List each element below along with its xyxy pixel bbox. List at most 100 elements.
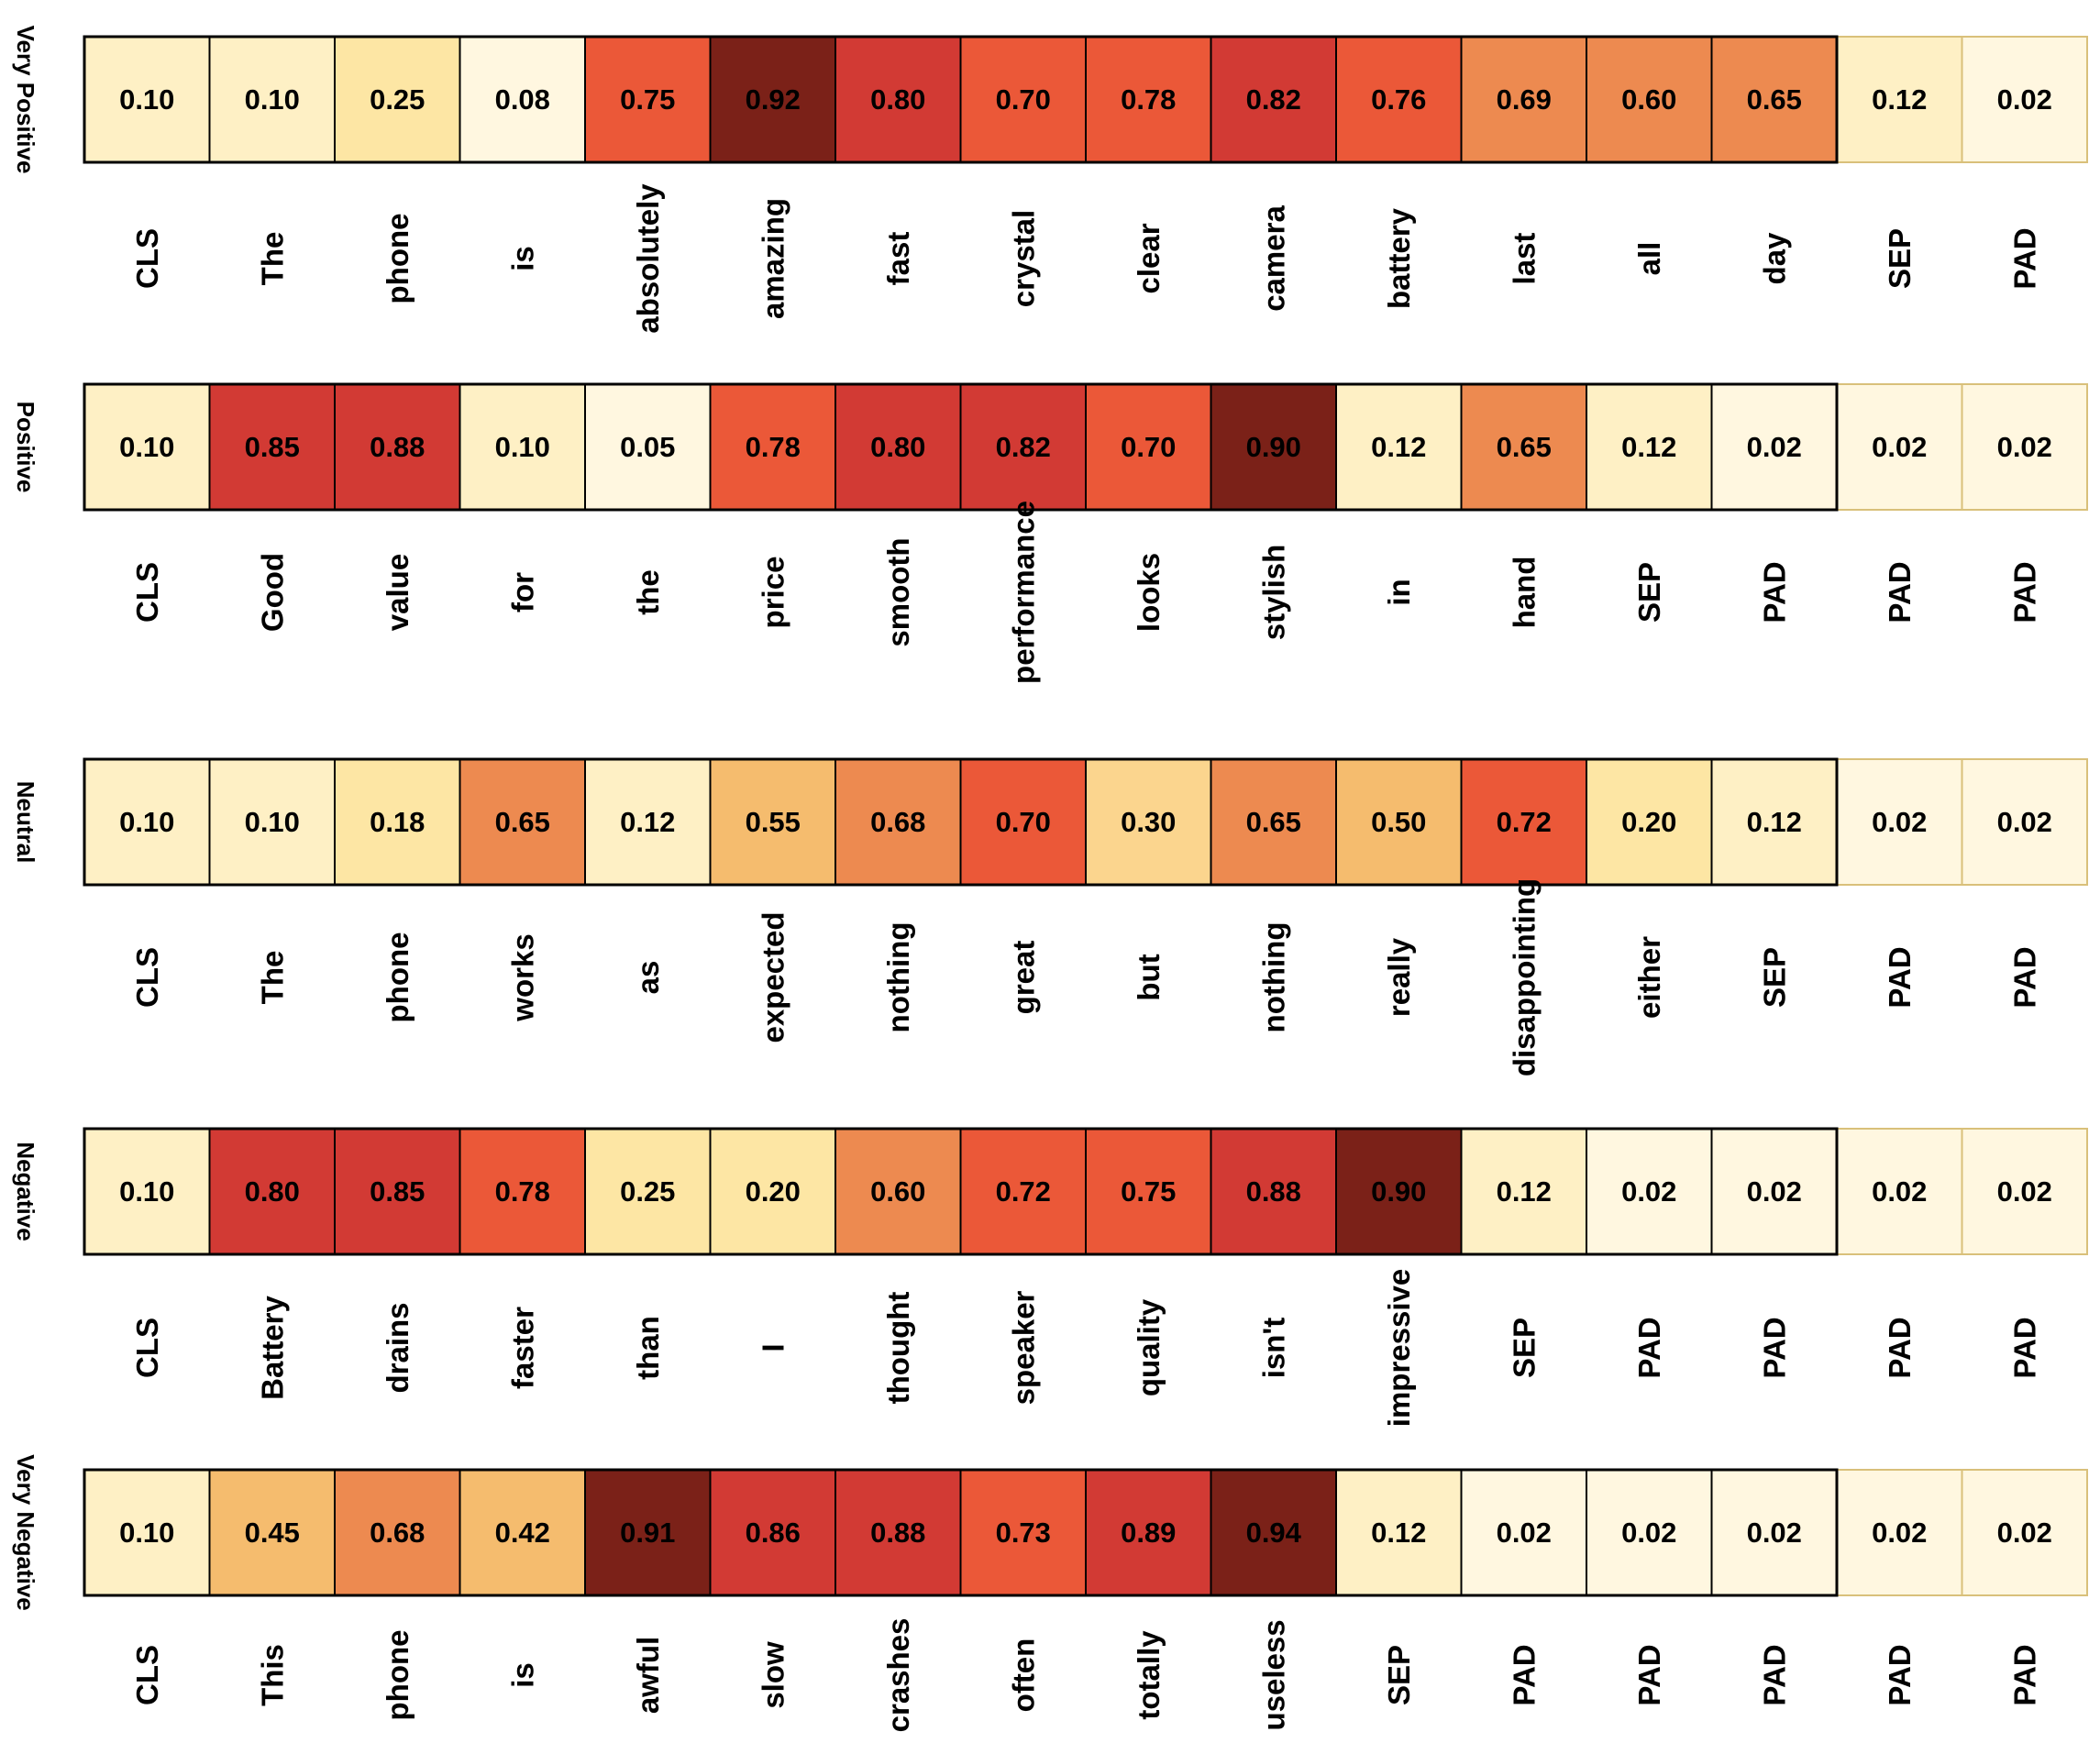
token-label: nothing: [1256, 922, 1290, 1033]
token-label: I: [756, 1343, 790, 1351]
cell-value-label: 0.60: [1621, 83, 1676, 116]
cell-value-label: 0.02: [1997, 806, 2052, 838]
cell-value-label: 0.65: [1246, 806, 1301, 838]
token-label: really: [1382, 937, 1416, 1017]
token-label: PAD: [1883, 561, 1917, 623]
heatmap-cell: [459, 1469, 586, 1596]
token-label: This: [255, 1644, 289, 1706]
token-label: CLS: [130, 1318, 164, 1378]
cell-value-label: 0.70: [1121, 431, 1176, 463]
cell-value-label: 0.12: [1371, 431, 1426, 463]
token-label: speaker: [1006, 1290, 1040, 1405]
token-label: is: [505, 1662, 539, 1688]
heatmap-cell: [959, 383, 1087, 511]
token-label: The: [255, 951, 289, 1005]
token-label: disappointing: [1507, 878, 1541, 1076]
token-label: in: [1382, 579, 1416, 605]
cell-value-label: 0.80: [870, 431, 925, 463]
token-label: often: [1006, 1638, 1040, 1713]
heatmap-cell: [459, 36, 586, 163]
token-label: impressive: [1382, 1269, 1416, 1427]
cell-value-label: 0.72: [996, 1175, 1051, 1208]
token-label: hand: [1507, 557, 1541, 629]
cell-value-label: 0.02: [1997, 83, 2052, 116]
heatmap-cell: [1836, 758, 1963, 886]
cell-value-label: 0.80: [870, 83, 925, 116]
token-label: The: [255, 232, 289, 286]
cell-value-label: 0.76: [1371, 83, 1426, 116]
row-label: Negative: [12, 1142, 39, 1241]
heatmap-cell: [1210, 1469, 1337, 1596]
token-label: SEP: [1382, 1645, 1416, 1705]
heatmap-cell: [1210, 383, 1337, 511]
token-label: PAD: [1507, 1644, 1541, 1705]
cell-value-label: 0.12: [1371, 1517, 1426, 1549]
cell-value-label: 0.05: [620, 431, 675, 463]
token-label: CLS: [130, 1645, 164, 1705]
heatmap-cell: [709, 36, 836, 163]
heatmap-cell: [1836, 1128, 1963, 1255]
token-label: battery: [1382, 207, 1416, 309]
cell-value-label: 0.60: [870, 1175, 925, 1208]
cell-value-label: 0.02: [1747, 1517, 1802, 1549]
token-label: totally: [1132, 1630, 1166, 1720]
cell-value-label: 0.12: [620, 806, 675, 838]
heatmap-cell: [709, 1128, 836, 1255]
cell-value-label: 0.78: [495, 1175, 550, 1208]
token-label: drains: [381, 1302, 414, 1393]
cell-value-label: 0.55: [746, 806, 801, 838]
token-label: phone: [381, 932, 414, 1023]
cell-value-label: 0.82: [996, 431, 1051, 463]
heatmap-cell: [959, 758, 1087, 886]
token-label: the: [631, 569, 665, 615]
token-label: SEP: [1757, 947, 1791, 1008]
heatmap-cell: [1460, 1469, 1587, 1596]
token-label: PAD: [2007, 1644, 2041, 1705]
token-label: great: [1006, 941, 1040, 1015]
cell-value-label: 0.75: [1121, 1175, 1176, 1208]
heatmap-cell: [83, 1128, 211, 1255]
cell-value-label: 0.10: [119, 1517, 174, 1549]
heatmap-cell: [1961, 758, 2088, 886]
token-label: PAD: [2007, 946, 2041, 1008]
cell-value-label: 0.02: [1747, 431, 1802, 463]
cell-value-label: 0.02: [1997, 1517, 2052, 1549]
heatmap-cell: [334, 1469, 461, 1596]
token-label: quality: [1132, 1298, 1166, 1396]
cell-value-label: 0.02: [1497, 1517, 1552, 1549]
token-label: CLS: [130, 947, 164, 1008]
token-label: SEP: [1883, 228, 1917, 289]
cell-value-label: 0.82: [1246, 83, 1301, 116]
cell-value-label: 0.25: [620, 1175, 675, 1208]
heatmap-row: Very Negative 0.10 CLS 0.45 This 0.68 phone 0.4…: [12, 1454, 2088, 1733]
cell-value-label: 0.12: [1621, 431, 1676, 463]
token-label: but: [1132, 954, 1166, 1000]
cell-value-label: 0.10: [119, 806, 174, 838]
cell-value-label: 0.18: [370, 806, 425, 838]
cell-value-label: 0.88: [370, 431, 425, 463]
cell-value-label: 0.10: [245, 806, 300, 838]
token-label: day: [1757, 232, 1791, 285]
cell-value-label: 0.88: [1246, 1175, 1301, 1208]
cell-value-label: 0.02: [1997, 431, 2052, 463]
token-label: crashes: [881, 1618, 915, 1733]
heatmap-row: Very Positive 0.10 CLS 0.10 The 0.25 phone 0.08…: [12, 26, 2088, 334]
cell-value-label: 0.70: [996, 83, 1051, 116]
row-label: Very Negative: [12, 1454, 39, 1611]
heatmap-cell: [834, 1469, 962, 1596]
cell-value-label: 0.69: [1497, 83, 1552, 116]
heatmap-cell: [1460, 1128, 1587, 1255]
cell-value-label: 0.02: [1997, 1175, 2052, 1208]
row-label: Very Positive: [12, 26, 39, 174]
token-label: PAD: [1757, 1317, 1791, 1378]
cell-value-label: 0.78: [1121, 83, 1176, 116]
heatmap-row: Positive 0.10 CLS 0.85 Good 0.88 value 0.10 for 0…: [12, 382, 2088, 684]
token-label: slow: [756, 1641, 790, 1709]
heatmap-cell: [1460, 383, 1587, 511]
token-label: either: [1632, 936, 1666, 1019]
token-label: smooth: [881, 537, 915, 646]
heatmap-cell: [584, 758, 712, 886]
cell-value-label: 0.65: [1747, 83, 1802, 116]
token-label: expected: [756, 911, 790, 1042]
token-label: CLS: [130, 562, 164, 623]
